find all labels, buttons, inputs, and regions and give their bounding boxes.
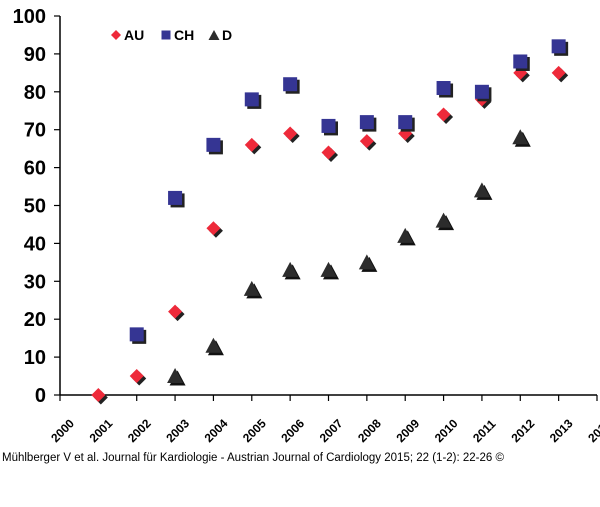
legend-label: D [222,27,232,43]
source-credit: Mühlberger V et al. Journal für Kardiolo… [2,452,504,464]
x-tick-label: 2000 [48,416,77,445]
legend-marker [111,30,121,40]
y-tick-label: 20 [24,309,46,331]
point-ch-2002 [129,327,144,342]
chart: 0 10 20 30 40 50 60 70 80 90 100 2000 2001 2002 2003 2… [13,6,600,445]
legend: AU CH D [111,27,232,43]
point-d-2007 [320,261,337,277]
x-tick-label: 2004 [202,416,231,445]
point-ch-2006 [283,77,298,92]
axes [54,15,598,401]
series-au [91,65,569,405]
series-d [167,129,531,386]
point-d-2012 [512,129,529,145]
legend-label: AU [124,27,144,43]
y-tick-labels: 0 10 20 30 40 50 60 70 80 90 100 [13,6,46,407]
point-au-2003 [168,304,183,319]
x-tick-label: 2001 [87,416,116,445]
point-au-2013 [551,65,566,80]
x-tick-label: 2006 [278,416,307,445]
y-tick-label: 60 [24,158,46,180]
y-tick-label: 90 [24,44,46,66]
x-tick-label: 2002 [125,416,154,445]
y-tick-label: 10 [24,347,46,369]
point-au-2004 [206,221,221,236]
point-ch-2009 [398,115,413,130]
point-au-2005 [244,137,259,152]
x-tick-label: 2007 [317,416,346,445]
y-tick-label: 80 [24,82,46,104]
x-tick-label: 2014 [585,416,600,445]
point-d-2005 [243,280,260,296]
point-au-2002 [129,369,144,384]
x-tick-label: 2010 [432,416,461,445]
y-tick-label: 70 [24,120,46,142]
point-d-2009 [397,227,414,243]
point-au-2006 [283,126,298,141]
x-tick-label: 2008 [355,416,384,445]
point-ch-2012 [513,54,528,69]
point-ch-2011 [474,84,489,99]
point-ch-2008 [359,115,374,130]
series-ch [129,39,569,344]
y-tick-label: 0 [35,385,46,407]
y-tick-label: 50 [24,196,46,218]
legend-entry-au: AU [111,27,144,43]
point-d-2004 [205,337,222,353]
x-tick-label: 2013 [547,416,576,445]
legend-label: CH [174,27,194,43]
legend-marker [161,30,171,40]
legend-entry-ch: CH [161,27,194,43]
point-au-2010 [436,107,451,122]
point-ch-2005 [244,92,259,107]
point-au-2007 [321,145,336,160]
x-tick-label: 2012 [509,416,538,445]
y-tick-label: 100 [13,6,46,28]
data-points [91,39,569,405]
x-tick-labels: 2000 2001 2002 2003 2004 2005 2006 2007 2008 2009… [48,416,600,445]
point-ch-2007 [321,118,336,133]
y-tick-label: 30 [24,271,46,293]
point-d-2008 [358,254,375,270]
point-ch-2004 [206,137,221,152]
point-ch-2003 [168,190,183,205]
point-d-2010 [435,212,452,228]
point-d-2003 [167,368,184,384]
point-ch-2010 [436,81,451,96]
legend-marker [208,30,220,40]
x-tick-label: 2009 [393,416,422,445]
x-tick-label: 2011 [470,417,499,446]
point-d-2011 [473,182,490,198]
point-d-2006 [282,261,299,277]
legend-entry-d: D [208,27,232,43]
point-ch-2013 [551,39,566,54]
y-tick-label: 40 [24,233,46,255]
point-au-2001 [91,388,106,402]
point-au-2008 [359,134,374,149]
x-tick-label: 2003 [163,416,192,445]
x-tick-label: 2005 [240,416,269,445]
